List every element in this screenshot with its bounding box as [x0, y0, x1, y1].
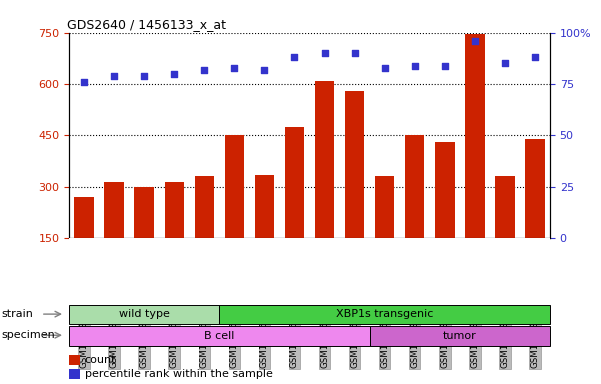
Point — [109, 73, 119, 79]
Bar — [219, 305, 550, 324]
Text: XBP1s transgenic: XBP1s transgenic — [336, 310, 433, 319]
Text: strain: strain — [1, 309, 33, 319]
Text: B cell: B cell — [204, 331, 234, 341]
Bar — [370, 326, 550, 346]
Bar — [69, 326, 370, 346]
Point — [410, 63, 419, 69]
Point — [500, 60, 510, 66]
Bar — [69, 305, 219, 324]
Point — [139, 73, 149, 79]
Bar — [75, 197, 94, 238]
Point — [380, 65, 389, 71]
Text: percentile rank within the sample: percentile rank within the sample — [85, 369, 272, 379]
Bar — [105, 182, 124, 238]
Point — [470, 38, 480, 44]
Bar — [435, 142, 454, 238]
Point — [200, 66, 209, 73]
Point — [79, 79, 89, 85]
Bar — [525, 139, 545, 238]
Bar — [195, 177, 214, 238]
Bar — [255, 175, 274, 238]
Bar — [69, 369, 80, 379]
Bar — [465, 34, 484, 238]
Point — [290, 54, 299, 60]
Text: specimen: specimen — [1, 330, 55, 340]
Text: tumor: tumor — [443, 331, 477, 341]
Text: count: count — [85, 355, 116, 365]
Bar — [405, 136, 424, 238]
Bar — [225, 136, 244, 238]
Text: wild type: wild type — [119, 310, 169, 319]
Bar — [495, 177, 514, 238]
Point — [169, 71, 179, 77]
Bar — [345, 91, 364, 238]
Bar — [165, 182, 184, 238]
Point — [320, 50, 329, 56]
Text: GDS2640 / 1456133_x_at: GDS2640 / 1456133_x_at — [67, 18, 226, 31]
Point — [260, 66, 269, 73]
Point — [530, 54, 540, 60]
Point — [440, 63, 450, 69]
Point — [350, 50, 359, 56]
Bar — [315, 81, 334, 238]
Bar — [375, 177, 394, 238]
Point — [230, 65, 239, 71]
Bar — [135, 187, 154, 238]
Bar — [69, 355, 80, 366]
Bar — [285, 127, 304, 238]
